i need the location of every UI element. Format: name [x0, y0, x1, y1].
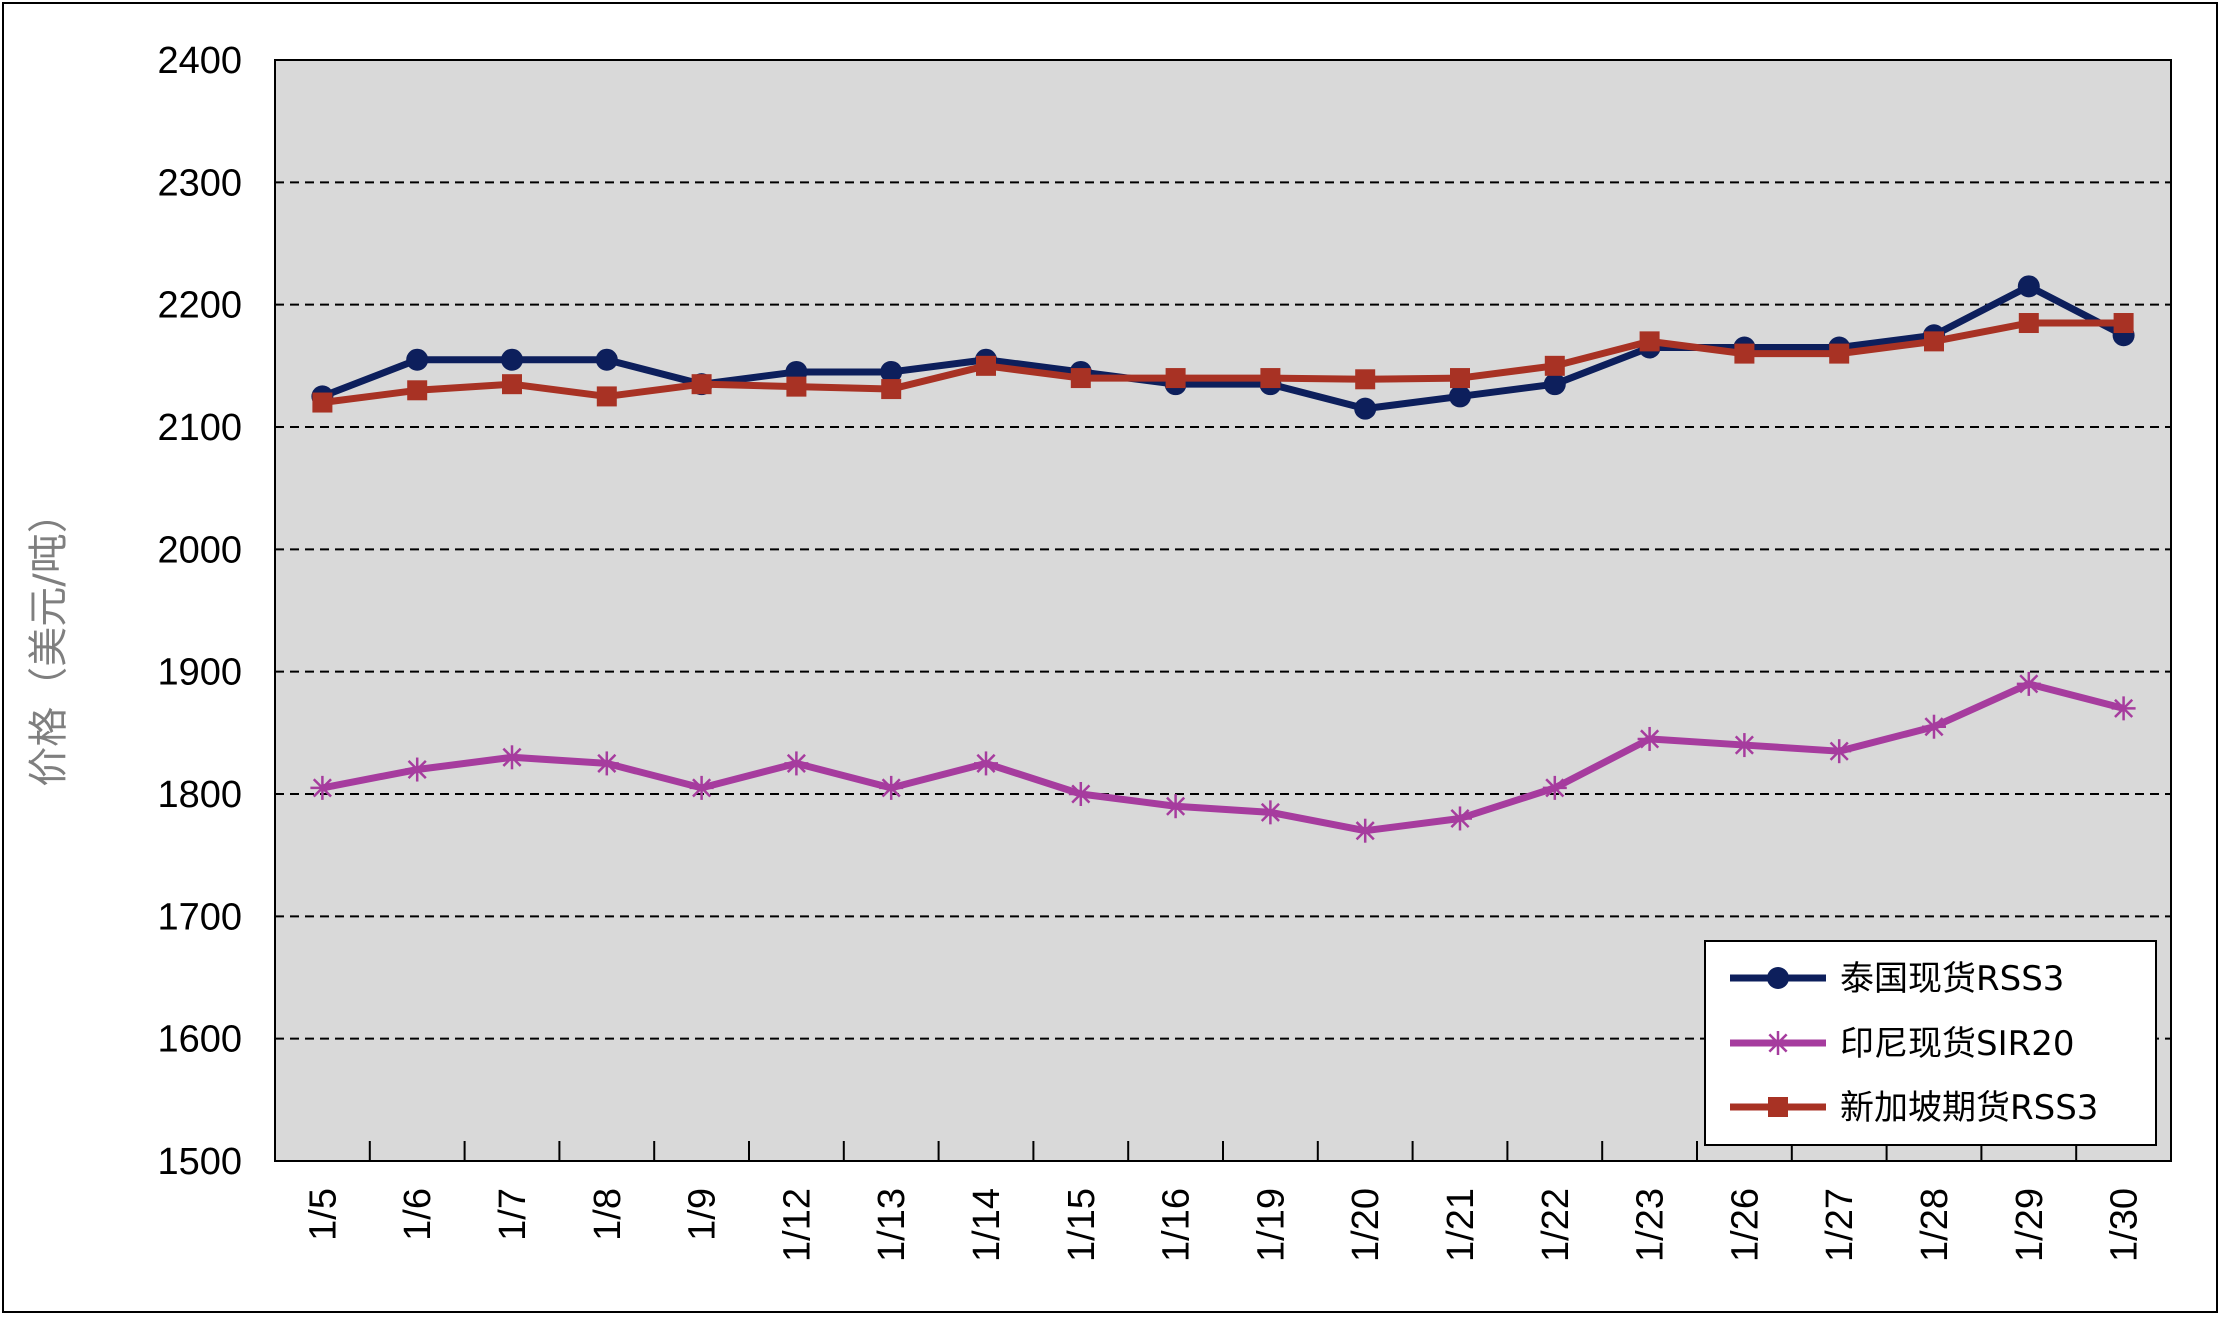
data-point — [691, 374, 712, 395]
data-point — [405, 757, 430, 782]
data-point — [594, 751, 619, 776]
data-point — [1542, 775, 1567, 800]
data-point — [881, 379, 902, 400]
data-point — [310, 775, 335, 800]
x-tick-label: 1/26 — [1724, 1188, 1766, 1262]
x-tick-label: 1/13 — [871, 1188, 913, 1262]
data-point — [2018, 313, 2039, 334]
data-point — [1353, 818, 1378, 843]
data-point — [1829, 343, 1850, 364]
series-line — [321, 282, 2126, 413]
data-point — [502, 374, 522, 395]
data-point — [595, 348, 618, 371]
data-point — [1165, 368, 1186, 389]
x-tick-label: 1/29 — [2009, 1188, 2051, 1262]
x-tick-label: 1/12 — [776, 1188, 818, 1262]
y-tick-label: 2200 — [157, 285, 242, 327]
legend-label: 印尼现货SIR20 — [1840, 1024, 2075, 1064]
series-line — [321, 319, 2124, 407]
legend-item-1: 泰国现货RSS3 — [1730, 959, 2064, 999]
data-point — [1637, 726, 1662, 751]
y-tick-label: 1600 — [157, 1019, 242, 1061]
data-point — [1260, 368, 1281, 389]
x-tick-label: 1/7 — [492, 1188, 534, 1241]
x-tick-label: 1/28 — [1914, 1188, 1956, 1262]
y-tick-label: 1700 — [157, 896, 242, 938]
data-point — [880, 360, 903, 383]
x-tick-label: 1/15 — [1061, 1188, 1103, 1262]
x-axis-ticks: 1/5 1/6 1/7 1/8 1/9 1/12 1/13 1/14 1/15 1/16 1/19 1… — [302, 1141, 2146, 1262]
data-point — [2016, 671, 2041, 696]
data-point — [1068, 782, 1093, 806]
y-tick-label: 1900 — [157, 652, 242, 694]
data-point — [1163, 794, 1188, 819]
data-point — [784, 751, 809, 776]
data-point — [689, 775, 714, 800]
x-tick-label: 1/8 — [587, 1188, 629, 1241]
x-tick-label: 1/19 — [1250, 1188, 1292, 1262]
x-tick-label: 1/6 — [397, 1188, 439, 1241]
data-point — [1827, 739, 1852, 764]
data-point — [1766, 1031, 1790, 1055]
series-layer — [310, 275, 2136, 843]
data-point — [1355, 369, 1376, 390]
legend-label: 新加坡期货RSS3 — [1840, 1088, 2098, 1128]
data-point — [1544, 355, 1565, 376]
data-point — [596, 386, 617, 407]
x-tick-label: 1/27 — [1819, 1188, 1861, 1262]
x-tick-label: 1/5 — [302, 1188, 344, 1241]
data-point — [1639, 331, 1660, 352]
data-point — [974, 751, 998, 776]
data-point — [1767, 967, 1789, 989]
y-tick-label: 2000 — [157, 529, 242, 571]
data-point — [786, 376, 807, 397]
x-tick-label: 1/16 — [1156, 1188, 1198, 1262]
data-point — [1734, 343, 1755, 364]
series-2 — [310, 671, 2136, 843]
data-point — [1449, 385, 1471, 408]
y-axis-label: 价格（美元/吨） — [26, 493, 72, 786]
series-3 — [312, 313, 2134, 413]
x-tick-label: 1/20 — [1345, 1188, 1387, 1262]
x-tick-label: 1/21 — [1440, 1188, 1482, 1262]
x-tick-label: 1/30 — [2104, 1188, 2146, 1262]
data-point — [501, 348, 523, 371]
legend: 泰国现货RSS3 印尼现货SIR20 新加坡期货RSS3 — [1704, 940, 2157, 1146]
data-point — [406, 348, 429, 371]
series-line — [321, 680, 2125, 835]
x-tick-label: 1/9 — [682, 1188, 724, 1241]
data-point — [1768, 1097, 1788, 1117]
grid-lines — [275, 181, 2171, 1040]
x-tick-label: 1/14 — [966, 1188, 1008, 1262]
data-point — [1543, 373, 1566, 396]
y-axis-ticks: 1500 1600 1700 1800 1900 2000 2100 2200 2300 2400 — [157, 40, 242, 1183]
data-point — [407, 380, 428, 401]
x-tick-label: 1/22 — [1535, 1188, 1577, 1262]
data-point — [1450, 368, 1470, 389]
y-tick-label: 1500 — [157, 1141, 242, 1183]
data-point — [976, 355, 996, 376]
legend-item-2: 印尼现货SIR20 — [1730, 1024, 2075, 1064]
data-point — [2017, 275, 2040, 298]
data-point — [500, 745, 524, 770]
data-point — [1732, 733, 1757, 758]
data-point — [312, 392, 333, 413]
data-point — [1354, 397, 1377, 420]
data-point — [879, 775, 904, 800]
data-point — [2113, 313, 2134, 334]
y-tick-label: 2300 — [157, 162, 242, 204]
legend-item-3: 新加坡期货RSS3 — [1730, 1088, 2098, 1128]
data-point — [1258, 800, 1283, 825]
y-tick-label: 1800 — [157, 774, 242, 816]
data-point — [1924, 331, 1944, 352]
y-tick-label: 2100 — [157, 407, 242, 449]
y-tick-label: 2400 — [157, 40, 242, 82]
data-point — [1922, 714, 1946, 739]
data-point — [2111, 696, 2136, 721]
data-point — [1070, 368, 1091, 389]
data-point — [1448, 806, 1472, 831]
legend-label: 泰国现货RSS3 — [1840, 959, 2064, 999]
x-tick-label: 1/23 — [1630, 1188, 1672, 1262]
